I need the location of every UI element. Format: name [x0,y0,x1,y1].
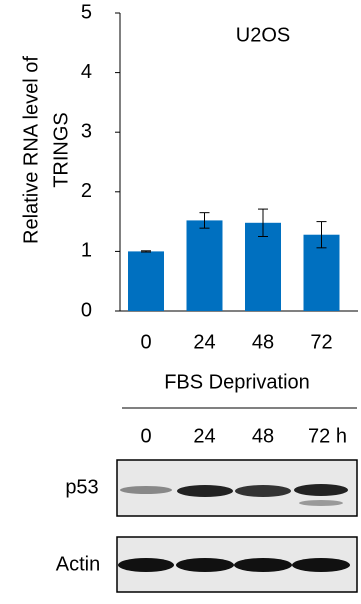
blot-row-label: p53 [65,476,98,498]
x-tick-label: 0 [140,331,151,353]
y-tick-label: 1 [81,240,92,262]
annotation: U2OS [236,24,290,46]
x-tick-label: 48 [252,331,274,353]
blot-panel [117,537,357,592]
blot-title: FBS Deprivation [164,371,310,393]
blot-panel [117,460,357,516]
bar [187,220,223,311]
y-tick-label: 2 [81,180,92,202]
blot-lane-label: 24 [193,425,215,447]
y-tick-label: 0 [81,299,92,321]
blot-row-label: Actin [56,553,100,575]
y-tick-label: 5 [81,1,92,23]
blot-lane-label: 72 h [308,425,347,447]
y-axis-label: Relative RNA level of [20,56,42,244]
x-tick-label: 24 [193,331,215,353]
y-tick-label: 3 [81,120,92,142]
figure: U2OS Relative RNA level of TRINGS FBS De… [0,0,361,604]
blot-lane-label: 48 [252,425,274,447]
y-axis-label: TRINGS [50,112,72,188]
blot-lane-label: 0 [140,425,151,447]
x-tick-label: 72 [310,331,332,353]
bar [128,251,164,311]
y-tick-label: 4 [81,61,92,83]
